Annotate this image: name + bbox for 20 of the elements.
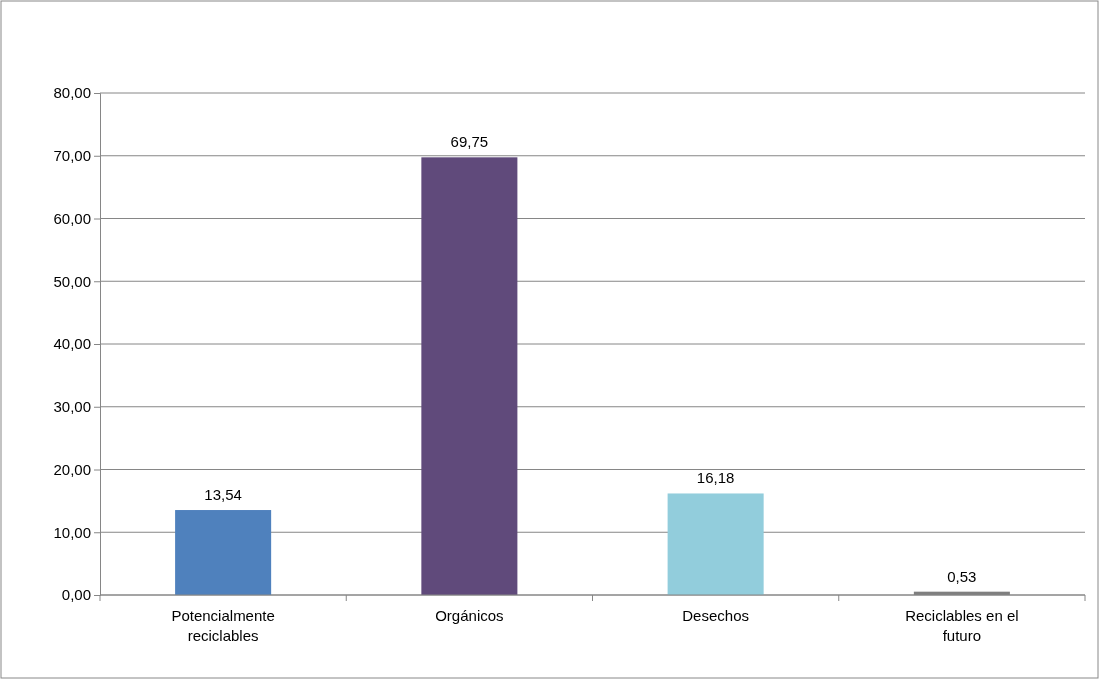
y-tick-label: 40,00 — [53, 335, 91, 353]
y-tick-label: 50,00 — [53, 272, 91, 290]
bar — [667, 493, 764, 595]
y-tick-label: 20,00 — [53, 460, 91, 478]
y-tick-label: 60,00 — [53, 209, 91, 227]
data-label: 0,53 — [947, 567, 977, 585]
data-label: 16,18 — [696, 469, 735, 487]
y-tick-label: 80,00 — [53, 84, 91, 102]
y-tick-label: 70,00 — [53, 147, 91, 165]
y-tick-label: 0,00 — [61, 586, 91, 604]
x-tick-label: Potencialmente reciclables — [171, 607, 275, 644]
x-tick-label: Orgánicos — [435, 607, 504, 624]
bar — [421, 157, 518, 595]
data-label: 69,75 — [450, 133, 489, 151]
x-tick-label: Desechos — [682, 607, 749, 624]
bar — [175, 510, 272, 595]
data-label: 13,54 — [204, 486, 242, 504]
x-tick-label: Reciclables en el futuro — [905, 607, 1019, 644]
y-tick-label: 30,00 — [53, 398, 91, 416]
y-tick-label: 10,00 — [53, 523, 91, 541]
